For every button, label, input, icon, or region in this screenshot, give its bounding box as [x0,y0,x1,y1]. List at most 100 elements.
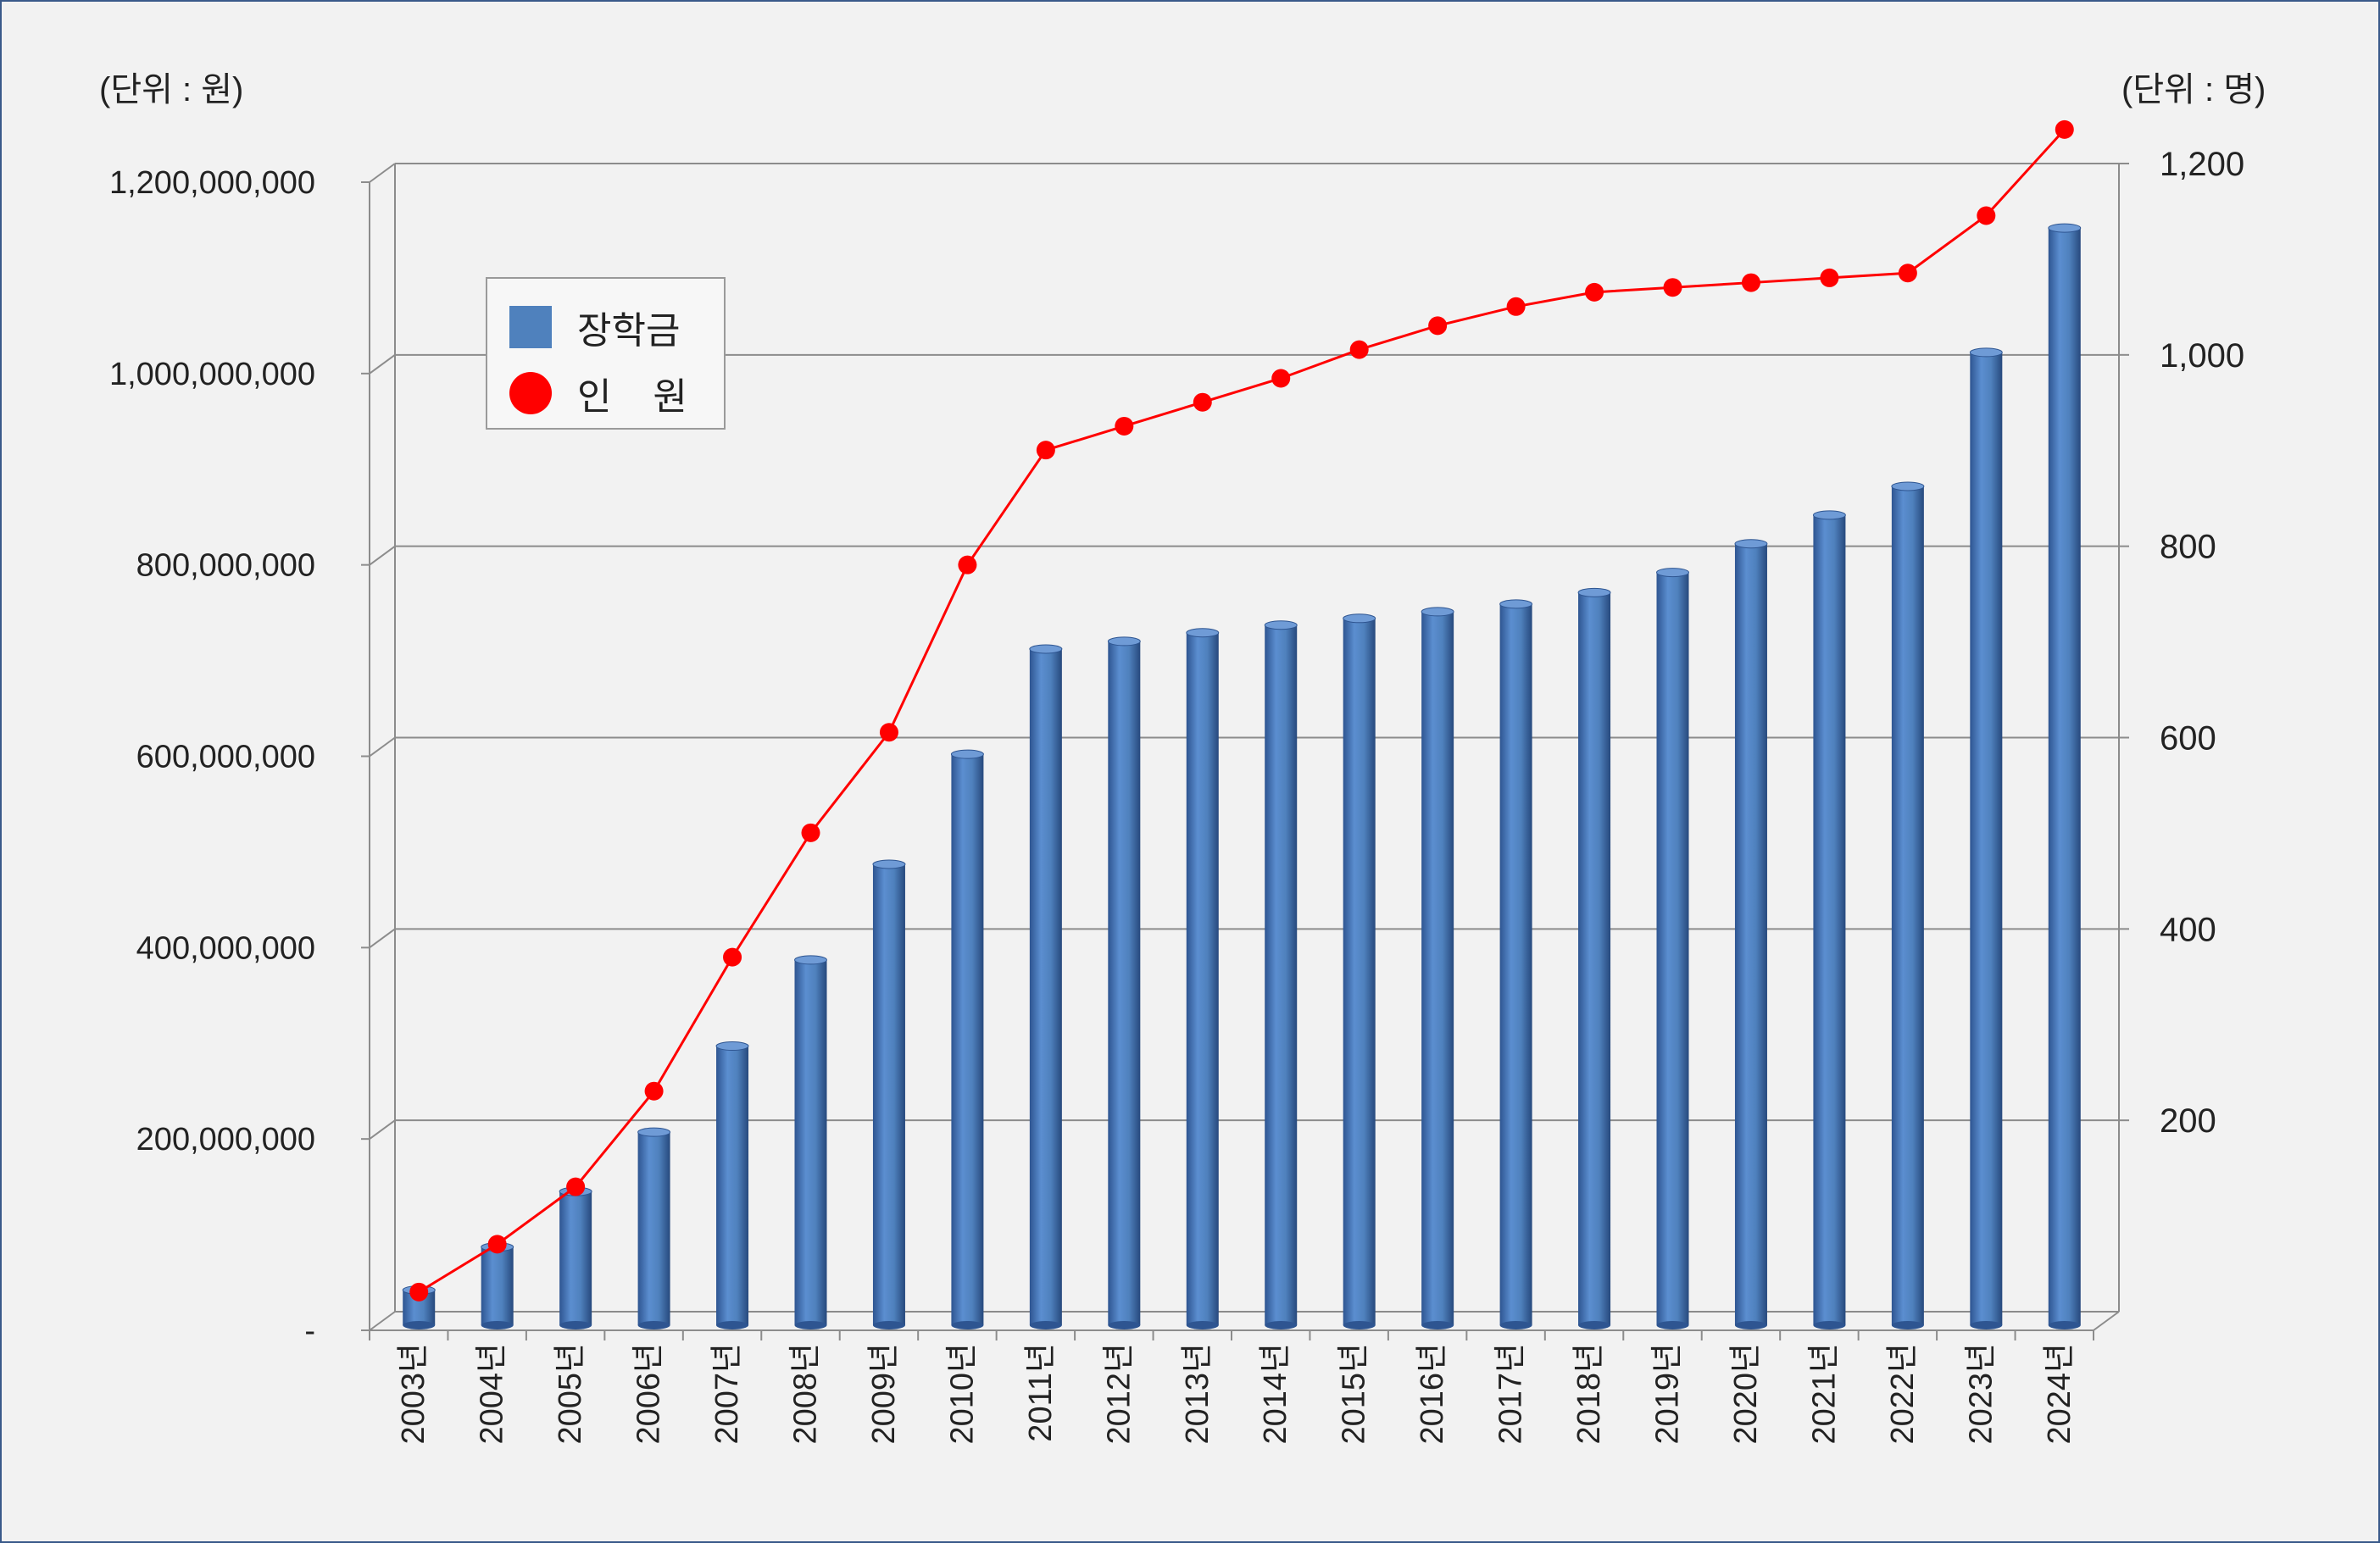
line-point [1271,369,1291,388]
legend: 장학금 인 원 [486,277,726,430]
bar [1969,347,2003,1329]
bar-body [951,754,984,1325]
line-point [1663,278,1682,297]
x-tick-label: 2012년 [1101,1343,1137,1445]
line-point [1820,268,1839,287]
bar-base [1656,1321,1689,1329]
right-axis-tick-label: 800 [2160,529,2216,566]
gridline-slant [369,1311,396,1331]
x-tick-label: 2015년 [1337,1343,1372,1445]
bar-cap [1107,636,1141,647]
bar-cap [1343,613,1376,624]
bar-cap [1891,481,1925,491]
line-point [1193,392,1212,412]
bar-body [1108,641,1141,1325]
x-tick-label: 2005년 [553,1343,588,1445]
bar-base [403,1321,436,1329]
line-point [801,823,820,842]
right-unit-label: (단위 : 명) [2121,71,2266,108]
line-point [1115,416,1134,436]
bar-body [1343,618,1376,1325]
line-marker-icon [509,372,552,414]
bar-base [872,1321,905,1329]
legend-item-line: 인 원 [509,366,687,420]
gridline-slant [369,1119,396,1140]
bar-base [1891,1321,1924,1329]
x-tick-label: 2006년 [631,1343,667,1445]
bar-base [1578,1321,1611,1329]
x-tick-label: 2007년 [709,1343,745,1445]
bar-body [872,864,905,1325]
bar-body [1891,486,1924,1325]
bar-base [1186,1321,1219,1329]
line-series [418,128,2066,1294]
bar-cap [637,1127,671,1137]
bar-base [1343,1321,1376,1329]
bar-cap [1029,644,1063,654]
left-axis-tick-label: 400,000,000 [136,930,315,966]
left-axis-tick-label: 1,200,000,000 [109,165,315,201]
bar-cap [2048,223,2082,233]
bar-body [1734,543,1767,1325]
gridline-slant [369,163,396,183]
line-point [409,1282,429,1302]
x-tick-label: 2017년 [1493,1343,1529,1445]
bar-body [1499,603,1532,1325]
line-point [1349,340,1369,359]
x-tick-label: 2011년 [1023,1343,1059,1442]
bar [559,1186,592,1329]
x-tick-label: 2021년 [1806,1343,1842,1445]
x-tick-label: 2009년 [866,1343,902,1445]
left-unit-label: (단위 : 원) [99,71,244,108]
bar-body [1029,648,1062,1325]
bar-cap [1264,620,1298,630]
bar [1734,539,1768,1329]
line-point [1585,282,1604,302]
line-point [566,1177,586,1196]
x-tick-label: 2010년 [944,1343,980,1445]
bar-body [716,1046,749,1325]
x-tick-label: 2023년 [1963,1343,1999,1445]
right-axis-tick-label: 600 [2160,720,2216,758]
bar-cap [1499,599,1533,609]
bar-cap [1656,568,1689,578]
bar [1891,481,1925,1329]
line-point [1036,441,1055,460]
bar-body [481,1246,514,1325]
bar-base [1108,1321,1141,1329]
bar [1421,607,1454,1329]
bar-base [637,1321,670,1329]
line-point [1741,273,1760,292]
x-tick-label: 2013년 [1180,1343,1215,1445]
bar [1186,628,1220,1329]
gridline-slant [369,736,396,758]
bar [1029,644,1063,1329]
floor-right-edge [2093,1311,2120,1331]
x-tick-label: 2014년 [1258,1343,1293,1445]
x-tick-label: 2003년 [396,1343,431,1445]
x-tick-label: 2022년 [1885,1343,1921,1445]
left-axis-tick-label: 200,000,000 [136,1122,315,1157]
bar-body [1578,592,1611,1325]
gridline-slant [369,928,396,949]
bar-base [2048,1321,2081,1329]
left-axis-tick-label: 1,000,000,000 [109,357,315,392]
x-tick-label: 2024년 [2042,1343,2077,1445]
bar-body [1421,611,1454,1325]
bar-base [481,1321,514,1329]
bar-body [637,1132,670,1325]
line-point [958,555,977,574]
bar-base [794,1321,827,1329]
bar-base [1421,1321,1454,1329]
line-point [1428,316,1448,336]
bar-base [1029,1321,1062,1329]
bar-cap [1577,587,1611,597]
bar-body [794,959,827,1325]
bar-cap [872,859,906,869]
left-axis-tick-label: 800,000,000 [136,548,315,584]
bar [1812,510,1846,1329]
line-point [1506,297,1526,316]
bar [950,749,984,1329]
bar [637,1127,671,1329]
